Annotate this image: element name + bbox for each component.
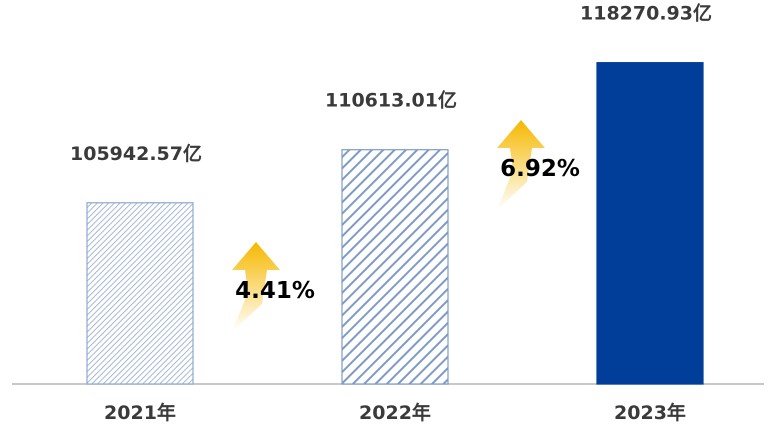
growth-arrow-2: 6.92% [497, 120, 580, 210]
data-label-2022: 110613.01亿 [325, 89, 457, 112]
growth-label-2: 6.92% [500, 156, 580, 182]
growth-arrow-1: 4.41% [232, 242, 315, 332]
arrow-up-icon [497, 120, 545, 210]
data-label-2023: 118270.93亿 [580, 2, 712, 25]
bar-2022 [341, 149, 449, 385]
category-label-2023: 2023年 [614, 401, 686, 424]
bar-2023 [596, 62, 704, 385]
data-label-2021: 105942.57亿 [70, 142, 202, 165]
bar-2021 [86, 202, 194, 385]
growth-label-1: 4.41% [235, 278, 315, 304]
category-label-2022: 2022年 [359, 401, 431, 424]
arrow-up-icon [232, 242, 280, 332]
category-label-2021: 2021年 [104, 401, 176, 424]
